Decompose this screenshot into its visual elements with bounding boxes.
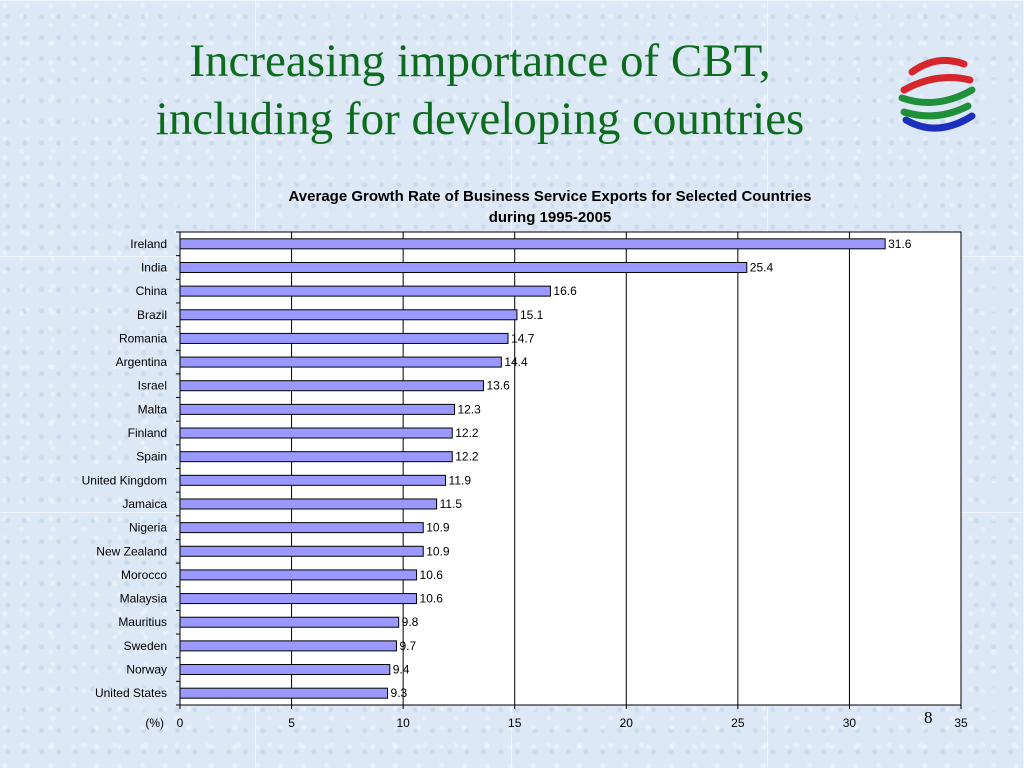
data-label: 15.1 <box>520 308 544 322</box>
data-label: 9.3 <box>391 686 408 700</box>
category-label: United States <box>95 686 167 700</box>
data-label: 9.7 <box>399 639 416 653</box>
bar <box>179 238 886 250</box>
category-label: Ireland <box>130 237 167 251</box>
category-label: Romania <box>119 331 167 345</box>
bar <box>179 380 484 392</box>
category-label: Sweden <box>124 639 167 653</box>
data-label: 13.6 <box>486 379 510 393</box>
bar <box>179 687 389 699</box>
bar <box>179 545 424 557</box>
data-label: 25.4 <box>750 260 774 274</box>
data-label: 12.2 <box>455 450 479 464</box>
bar <box>179 261 748 273</box>
bar <box>179 640 397 652</box>
category-label: Jamaica <box>122 497 167 511</box>
category-label: United Kingdom <box>82 473 167 487</box>
chart-title-line-2: during 1995-2005 <box>488 209 612 226</box>
x-tick-label: 10 <box>396 716 410 730</box>
category-label: Israel <box>138 379 167 393</box>
category-label: Finland <box>128 426 167 440</box>
category-label: Mauritius <box>118 615 167 629</box>
bar <box>179 616 400 628</box>
bar <box>179 356 502 368</box>
category-label: Norway <box>126 663 167 677</box>
bar <box>179 403 455 415</box>
bar <box>179 474 447 486</box>
bar <box>179 427 453 439</box>
chart-title: Average Growth Rate of Business Service … <box>180 186 920 228</box>
bar <box>179 664 391 676</box>
bar <box>179 309 518 321</box>
category-label: Nigeria <box>129 521 167 535</box>
category-label: China <box>136 284 168 298</box>
x-tick-label: 25 <box>731 716 745 730</box>
slide-title-line-1: Increasing importance of CBT, <box>189 35 771 87</box>
data-label: 11.9 <box>449 473 472 487</box>
page-number: 8 <box>924 708 933 727</box>
data-label: 14.7 <box>511 331 535 345</box>
data-label: 10.6 <box>420 592 444 606</box>
x-tick-label: 15 <box>508 716 522 730</box>
data-label: 12.2 <box>455 426 479 440</box>
x-tick-label: 5 <box>288 716 295 730</box>
data-label: 12.3 <box>457 402 481 416</box>
data-label: 10.6 <box>420 568 444 582</box>
bar <box>179 332 509 344</box>
data-label: 11.5 <box>440 497 463 511</box>
category-label: India <box>141 260 167 274</box>
data-label: 16.6 <box>553 284 577 298</box>
x-axis-label: (%) <box>145 716 164 730</box>
x-tick-label: 30 <box>843 716 857 730</box>
slide-title: Increasing importance of CBT, including … <box>40 32 920 148</box>
data-label: 10.9 <box>426 521 450 535</box>
bar <box>179 285 551 297</box>
data-label: 10.9 <box>426 544 450 558</box>
category-label: New Zealand <box>96 544 167 558</box>
data-label: 14.4 <box>504 355 528 369</box>
category-label: Brazil <box>137 308 167 322</box>
wto-logo-icon <box>898 56 976 132</box>
category-label: Malaysia <box>120 592 168 606</box>
data-label: 9.8 <box>402 615 419 629</box>
category-label: Spain <box>136 450 167 464</box>
x-tick-label: 20 <box>620 716 634 730</box>
bar <box>179 522 424 534</box>
data-label: 31.6 <box>888 237 912 251</box>
bar <box>179 451 453 463</box>
chart-title-line-1: Average Growth Rate of Business Service … <box>288 188 812 205</box>
bar <box>179 498 438 510</box>
category-label: Argentina <box>116 355 168 369</box>
category-label: Morocco <box>121 568 167 582</box>
plot-area <box>179 231 962 706</box>
x-tick-label: 0 <box>177 716 184 730</box>
slide-title-line-2: including for developing countries <box>155 93 805 145</box>
bar <box>179 593 418 605</box>
bar <box>179 569 418 581</box>
data-label: 9.4 <box>393 663 410 677</box>
category-label: Malta <box>138 402 168 416</box>
x-tick-label: 35 <box>954 716 968 730</box>
